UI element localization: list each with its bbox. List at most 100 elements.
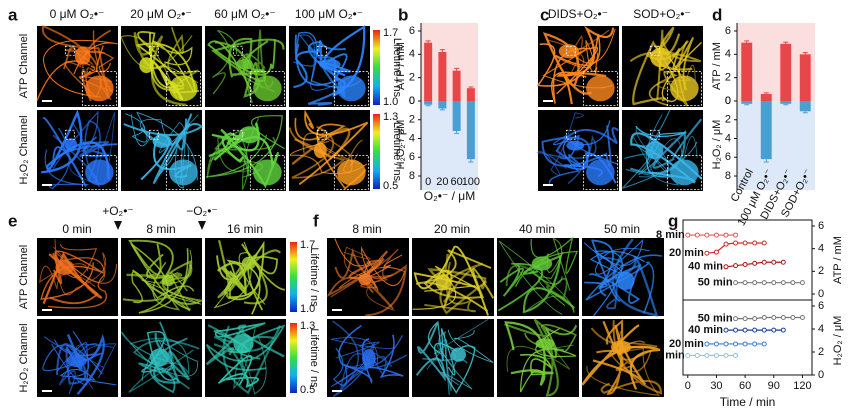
y-tick-label: 6 — [409, 25, 415, 37]
point — [685, 232, 691, 238]
y-tick-label: 6 — [818, 220, 824, 232]
point — [704, 341, 710, 347]
column-label: SOD+O₂•⁻ — [633, 7, 691, 21]
column-label: 20 μM O₂•⁻ — [130, 7, 191, 21]
series-label: 50 min — [698, 313, 733, 325]
point — [723, 327, 729, 333]
neurite — [536, 33, 601, 87]
inset-box — [81, 154, 117, 190]
point — [799, 280, 805, 286]
point — [771, 315, 777, 320]
colorbar — [373, 30, 380, 105]
x-tick-label: 0 — [425, 176, 431, 188]
colorbar-max: 1.7 — [300, 239, 315, 251]
point — [723, 264, 729, 270]
colorbar-label: Lifetime / ns — [391, 38, 403, 98]
point — [733, 352, 739, 358]
point — [733, 327, 739, 333]
inset-cell — [85, 159, 114, 186]
bar — [466, 88, 475, 101]
neurite — [288, 125, 346, 179]
point — [742, 327, 748, 333]
neurite — [632, 136, 698, 174]
point — [761, 327, 767, 333]
x-tick-label: 20 — [436, 176, 448, 188]
neurite — [44, 127, 89, 190]
neurite — [294, 34, 346, 86]
neurite — [334, 248, 408, 317]
roi-box — [565, 129, 576, 140]
point — [733, 316, 739, 322]
row-label: H₂O₂ Channel — [18, 323, 30, 392]
cell-body — [233, 333, 254, 354]
inset-box — [582, 154, 618, 190]
neurite — [123, 113, 204, 185]
neurite — [423, 267, 495, 309]
neurite — [207, 39, 276, 93]
error-bar — [802, 111, 808, 114]
point — [713, 352, 719, 358]
y-tick-label: 4 — [725, 48, 731, 60]
point — [742, 240, 748, 246]
y-tick-label: 4 — [818, 243, 824, 255]
series-label: 8 min — [656, 229, 685, 241]
bar — [424, 42, 433, 101]
roi-box — [316, 129, 327, 140]
roi-box — [148, 45, 159, 56]
x-tick-label: 90 — [768, 380, 780, 392]
error-bar — [468, 86, 474, 89]
point — [704, 352, 710, 358]
point — [733, 232, 739, 238]
point — [704, 232, 710, 238]
error-bar — [763, 92, 769, 94]
neurite — [658, 36, 695, 91]
cell-body — [566, 140, 585, 151]
neurite — [497, 262, 543, 312]
point — [790, 280, 796, 286]
neurite — [217, 355, 260, 389]
roi-box — [64, 45, 75, 56]
step-arrow — [198, 221, 206, 230]
cell-body — [358, 273, 372, 286]
error-bar — [439, 49, 445, 52]
error-bar — [744, 103, 750, 106]
inset-cell — [169, 159, 198, 186]
neurite — [209, 134, 276, 177]
point — [742, 280, 748, 286]
y-axis-title: ATP / mM — [395, 42, 407, 90]
cell-body — [617, 271, 635, 290]
y2-tick-label: 2 — [818, 346, 824, 358]
error-bar — [425, 104, 431, 107]
neurite — [635, 125, 687, 178]
neurite — [415, 322, 446, 382]
series-label: 50 min — [698, 277, 733, 289]
colorbar-label: Lifetime / ns — [391, 122, 403, 182]
point — [713, 249, 719, 255]
point — [723, 241, 729, 247]
neurite — [438, 331, 473, 395]
colorbar-min: 1.0 — [300, 303, 315, 315]
panel-letter: e — [8, 211, 17, 230]
point — [761, 240, 767, 246]
cell-body — [610, 340, 631, 354]
point — [723, 341, 729, 347]
x-axis-title: Time / min — [720, 395, 776, 409]
neurite — [54, 244, 118, 284]
y-tick-label: 2 — [818, 265, 824, 277]
y-tick-label: 6 — [725, 25, 731, 37]
point — [761, 280, 767, 286]
error-bar — [744, 40, 750, 43]
cell-body — [362, 349, 376, 368]
bar — [760, 101, 772, 160]
neurite — [412, 265, 477, 310]
colorbar-min: 0.5 — [300, 384, 315, 396]
point — [742, 262, 748, 268]
bar — [799, 101, 811, 112]
bar — [438, 52, 447, 101]
column-label: 0 min — [62, 222, 91, 236]
y2-tick-label: 6 — [725, 151, 731, 163]
bar — [466, 101, 475, 160]
lower-background — [737, 101, 815, 190]
point — [733, 341, 739, 347]
colorbar — [290, 242, 297, 312]
